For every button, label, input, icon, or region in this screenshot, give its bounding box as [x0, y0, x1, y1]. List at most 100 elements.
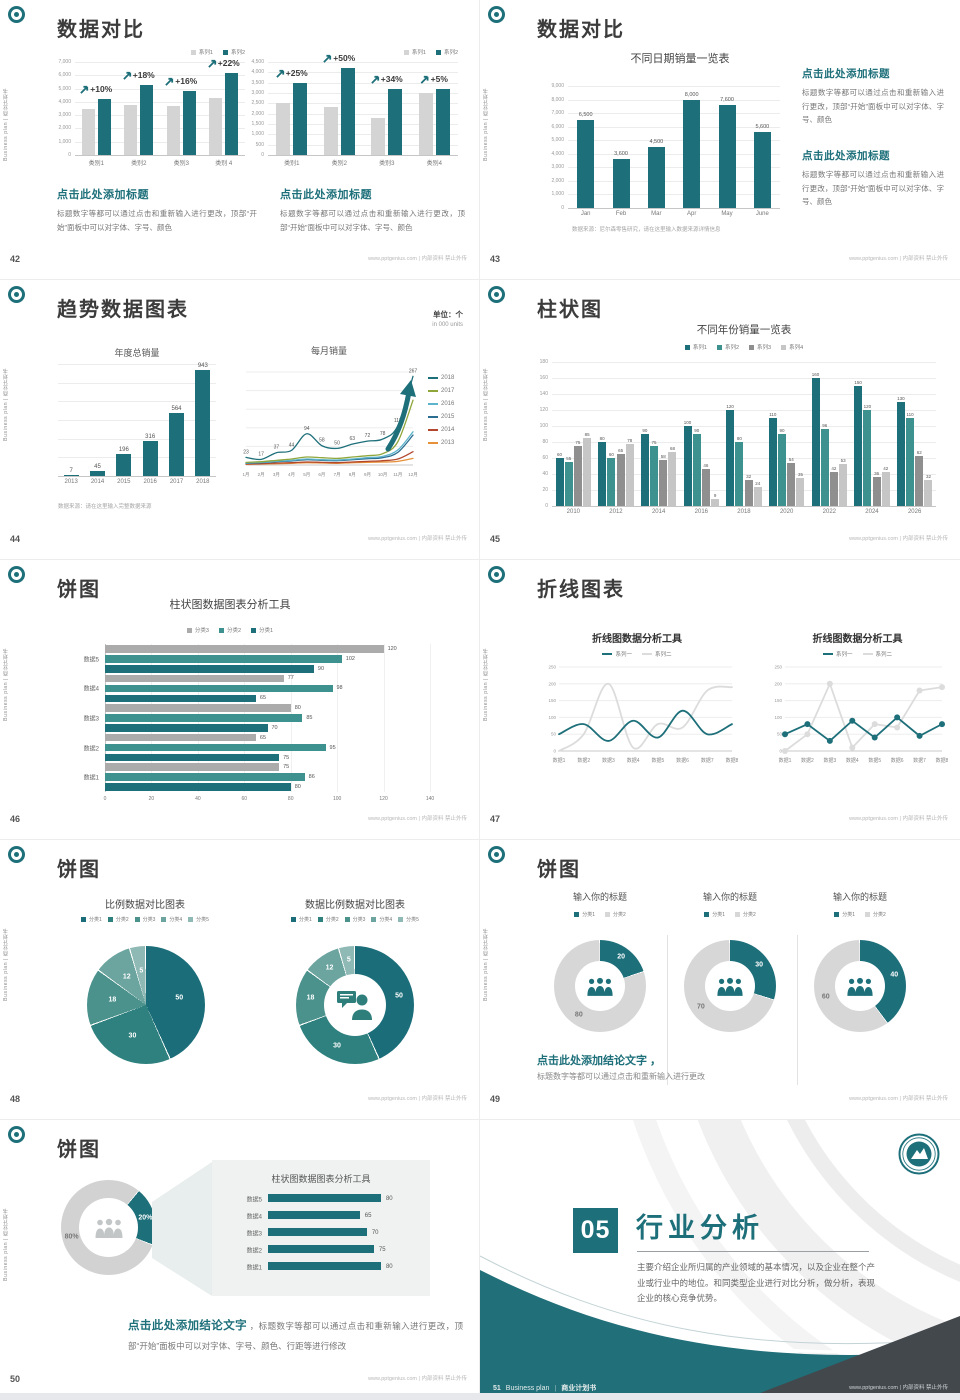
- svg-text:8月: 8月: [349, 472, 356, 478]
- svg-text:23: 23: [243, 449, 249, 455]
- legend-item: 分类2: [218, 626, 241, 634]
- line-chart-canvas: 250 200 150 100 50 0 数据1 数据2 数据3 数据4 数据5 数据6 数据7 数据8: [548, 665, 738, 765]
- slide-title: 数据对比: [537, 19, 625, 41]
- gridline: [568, 99, 780, 101]
- svg-text:数据2: 数据2: [801, 757, 814, 764]
- slide-44-trend-charts[interactable]: Business plan | 商业计划书 趋势数据图表 单位：个 in 000…: [0, 280, 480, 560]
- svg-text:150: 150: [774, 698, 782, 703]
- bar-value-label: 96: [822, 423, 828, 429]
- slide-title: 饼图: [57, 1139, 101, 1161]
- gridline: [568, 180, 780, 182]
- slice-label: 12: [122, 973, 131, 981]
- x-axis-label: 2024: [865, 509, 879, 515]
- bar-value-label: 58: [660, 453, 666, 459]
- bar-value-label: 120: [863, 404, 872, 409]
- slide-46-hbar-chart[interactable]: Business plan | 商业计划书 饼图 柱状图数据图表分析工具 分类3…: [0, 560, 480, 840]
- chart-legend: 系列一 系列二: [765, 650, 950, 658]
- placeholder-heading: 点击此处添加标题: [802, 150, 890, 162]
- x-axis-label: 0: [103, 796, 107, 802]
- svg-text:100: 100: [774, 715, 782, 720]
- bar-value-label: 75: [283, 764, 290, 771]
- gridline: [58, 420, 216, 421]
- percent-label: +10%: [80, 84, 112, 94]
- y-axis-label: 5,000: [551, 137, 564, 144]
- x-axis-label: June: [755, 211, 769, 217]
- y-axis-label: 0: [561, 205, 564, 211]
- gridline: [568, 208, 780, 209]
- bar-value-label: 80: [294, 784, 301, 791]
- up-arrow-icon: [276, 69, 284, 78]
- site-watermark: www.pptgenius.com | 内部资料 禁止外传: [849, 816, 948, 822]
- bar: [225, 72, 239, 155]
- chart-title: 输入你的标题: [572, 892, 627, 902]
- slide-51-section-divider[interactable]: 05 行业分析 主要介绍企业所归属的产业领域的基本情况，以及企业在整个产业或行业…: [480, 1120, 960, 1400]
- gridline: [58, 438, 216, 440]
- legend-item: 分类1: [834, 911, 855, 918]
- bar: [915, 456, 924, 506]
- slide-title: 数据对比: [57, 19, 145, 41]
- up-arrow-icon: [371, 75, 379, 84]
- bar-value-label: 6,500: [578, 111, 593, 118]
- group-label: 数据2: [83, 746, 99, 753]
- bar: [683, 426, 692, 506]
- bar-value-label: 196: [118, 447, 129, 454]
- y-axis-label: 1,000: [551, 191, 564, 198]
- data-source-note: 数据来源：请在这里输入完整数据来源: [58, 504, 152, 510]
- svg-text:1月: 1月: [242, 472, 249, 478]
- page-number: 49: [490, 1094, 501, 1104]
- slide-45-column-chart[interactable]: Business plan | 商业计划书 柱状图 不同年份销量一览表 系列1 系…: [480, 280, 960, 560]
- svg-text:58: 58: [319, 438, 325, 444]
- page-number: 42: [10, 254, 21, 264]
- legend-item: 分类1: [291, 916, 312, 923]
- bar: [668, 451, 677, 506]
- slide-43-data-comparison[interactable]: Business plan | 商业计划书 数据对比 不同日期销量一览表 9,0…: [480, 0, 960, 280]
- gridline: [58, 457, 216, 459]
- gridline: [552, 378, 936, 379]
- y-axis-label: 3,500: [251, 79, 264, 86]
- legend-item: 分类2: [865, 911, 886, 918]
- slide-47-line-charts[interactable]: Business plan | 商业计划书 折线图表 折线图数据分析工具 系列一…: [480, 560, 960, 840]
- chart-title: 每月销量: [310, 346, 347, 356]
- legend-item: 分类3: [186, 626, 209, 634]
- svg-text:2月: 2月: [258, 472, 265, 478]
- slide-49-donut-charts[interactable]: Business plan | 商业计划书 饼图 输入你的标题 输入你的标题 输…: [480, 840, 960, 1120]
- legend-item: 系列2: [222, 48, 245, 56]
- x-axis-label: 40: [195, 796, 201, 802]
- up-arrow-icon: [80, 86, 89, 94]
- legend-item: 2018: [428, 375, 454, 381]
- page-number: 45: [490, 534, 501, 544]
- y-axis-label: 4,000: [551, 150, 564, 157]
- school-seal-icon: [8, 566, 25, 583]
- slide-48-pie-charts[interactable]: Business plan | 商业计划书 饼图 比例数据对比图表 分类1 分类2…: [0, 840, 480, 1120]
- bar: [340, 68, 355, 155]
- x-axis-label: Feb: [615, 211, 627, 217]
- site-watermark: www.pptgenius.com | 内部资料 禁止外传: [368, 256, 467, 262]
- bar-value-label: 32: [925, 474, 931, 480]
- sidebar-vertical-label: Business plan | 商业计划书: [3, 88, 9, 161]
- bar-value-label: 80: [599, 436, 605, 441]
- bar-value-label: 90: [779, 428, 785, 433]
- bar-value-label: 35: [797, 472, 803, 477]
- site-watermark: www.pptgenius.com | 内部资料 禁止外传: [849, 536, 948, 542]
- x-axis-label: May: [721, 211, 733, 217]
- bar: [169, 412, 184, 476]
- bar: [195, 370, 211, 476]
- svg-text:数据8: 数据8: [936, 757, 948, 764]
- slide-50-donut-funnel[interactable]: Business plan | 商业计划书 饼图 20% 80% 柱状图数据图表分…: [0, 1120, 480, 1400]
- legend-item: 分类1: [574, 911, 595, 918]
- legend-item: 系列1: [403, 48, 426, 56]
- gridline: [75, 62, 245, 63]
- bar: [607, 458, 616, 506]
- svg-text:4月: 4月: [288, 472, 295, 478]
- line-chart: 1月 2月 3月 4月 5月 6月 7月 8月 9月 10月 11月 12月 23 17 37 44 94 58 5…: [237, 364, 421, 478]
- bar-value-label: 36: [874, 471, 880, 477]
- slice-label: 60: [821, 993, 830, 1001]
- chart-title: 不同日期销量一览表: [630, 53, 730, 65]
- bar-label: 数据4: [246, 1214, 262, 1220]
- slide-42-data-comparison[interactable]: Business plan | 商业计划书 数据对比 系列1 系列2 系列1 系列2…: [0, 0, 480, 280]
- slice-label: 18: [306, 994, 315, 1002]
- y-axis-label: 6,000: [551, 123, 564, 130]
- brand-label: Business plan: [505, 1384, 550, 1392]
- person-chat-icon: [337, 991, 372, 1020]
- percent-label: +22%: [208, 58, 240, 68]
